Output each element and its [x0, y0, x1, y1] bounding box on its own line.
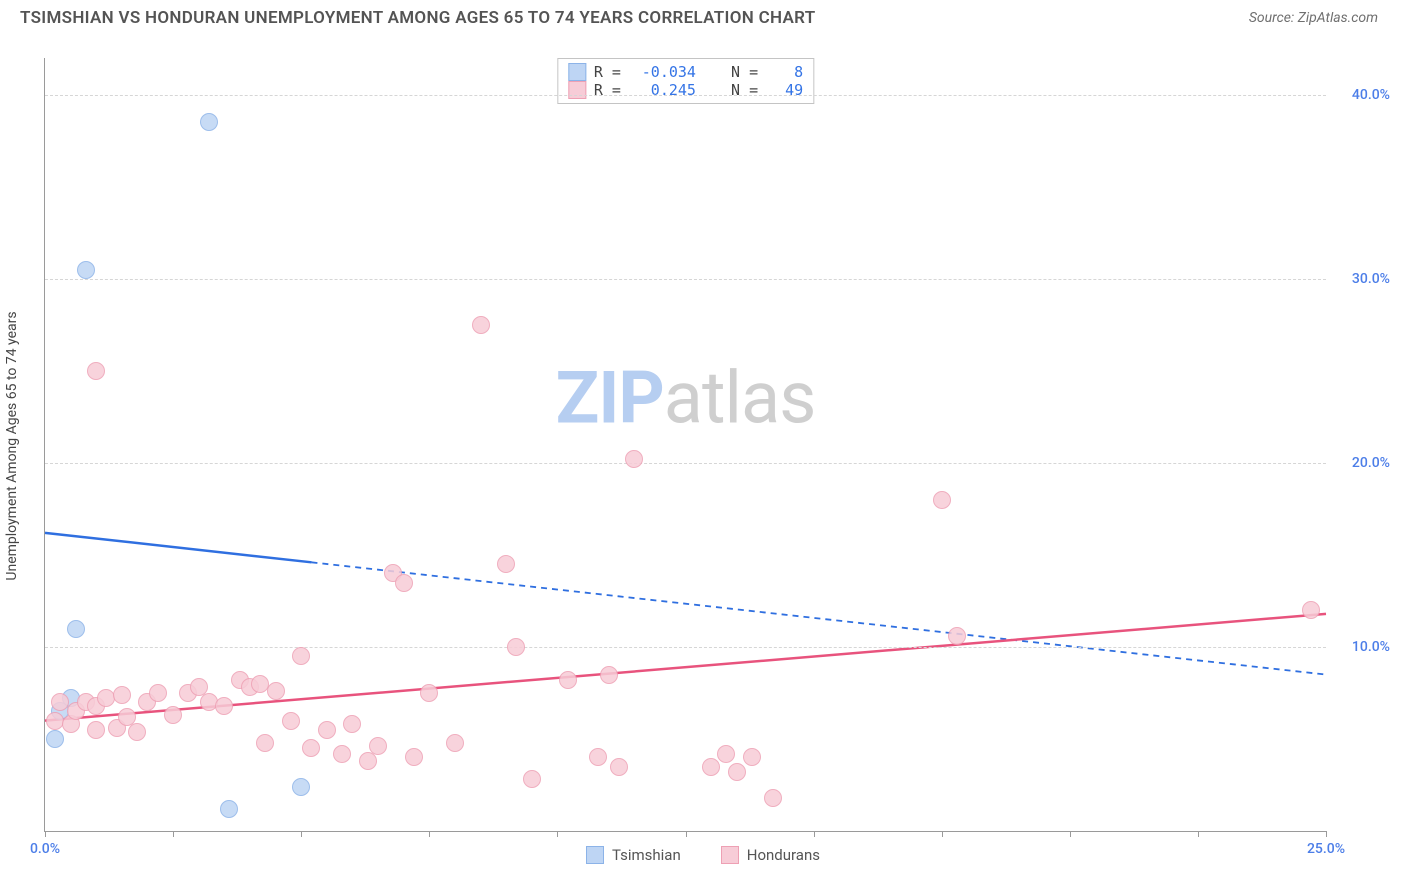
data-point — [497, 555, 515, 573]
legend-n-value: 8 — [775, 63, 803, 81]
data-point — [625, 450, 643, 468]
data-point — [523, 770, 541, 788]
stats-legend: R = -0.034 N = 8R = 0.245 N = 49 — [557, 58, 814, 104]
y-axis-label: Unemployment Among Ages 65 to 74 years — [4, 311, 20, 580]
data-point — [302, 739, 320, 757]
gridline — [45, 279, 1326, 280]
data-point — [743, 748, 761, 766]
data-point — [292, 647, 310, 665]
data-point — [333, 745, 351, 763]
data-point — [948, 627, 966, 645]
y-tick-label: 20.0% — [1352, 455, 1390, 471]
series-legend-item: Tsimshian — [586, 846, 681, 864]
data-point — [933, 491, 951, 509]
scatter-chart: ZIPatlas R = -0.034 N = 8R = 0.245 N = 4… — [44, 58, 1326, 832]
legend-swatch — [721, 846, 739, 864]
data-point — [256, 734, 274, 752]
data-point — [77, 261, 95, 279]
x-tick — [173, 831, 174, 837]
y-tick-label: 10.0% — [1352, 639, 1390, 655]
x-tick — [814, 831, 815, 837]
series-legend: Tsimshian Hondurans — [0, 846, 1406, 864]
series-legend-item: Hondurans — [721, 846, 820, 864]
x-tick — [1326, 831, 1327, 837]
stats-legend-row: R = 0.245 N = 49 — [568, 81, 803, 99]
legend-n-value: 49 — [775, 81, 803, 99]
series-legend-label: Tsimshian — [612, 846, 681, 864]
stats-legend-row: R = -0.034 N = 8 — [568, 63, 803, 81]
data-point — [46, 730, 64, 748]
data-point — [87, 721, 105, 739]
data-point — [600, 666, 618, 684]
x-tick — [301, 831, 302, 837]
data-point — [67, 620, 85, 638]
legend-n-label: N = — [704, 81, 767, 99]
y-tick-label: 30.0% — [1352, 271, 1390, 287]
source-attribution: Source: ZipAtlas.com — [1249, 10, 1378, 26]
data-point — [764, 789, 782, 807]
legend-swatch — [586, 846, 604, 864]
series-legend-label: Hondurans — [747, 846, 820, 864]
regression-lines — [45, 58, 1326, 831]
data-point — [128, 723, 146, 741]
gridline — [45, 463, 1326, 464]
x-tick — [45, 831, 46, 837]
x-tick — [686, 831, 687, 837]
data-point — [717, 745, 735, 763]
data-point — [702, 758, 720, 776]
data-point — [610, 758, 628, 776]
y-tick-label: 40.0% — [1352, 87, 1390, 103]
legend-r-label: R = — [594, 81, 630, 99]
data-point — [472, 316, 490, 334]
data-point — [267, 682, 285, 700]
data-point — [282, 712, 300, 730]
data-point — [200, 113, 218, 131]
data-point — [507, 638, 525, 656]
data-point — [343, 715, 361, 733]
x-tick — [1070, 831, 1071, 837]
data-point — [220, 800, 238, 818]
x-tick — [429, 831, 430, 837]
data-point — [369, 737, 387, 755]
x-tick — [557, 831, 558, 837]
data-point — [446, 734, 464, 752]
legend-swatch — [568, 81, 586, 99]
data-point — [589, 748, 607, 766]
data-point — [292, 778, 310, 796]
watermark: ZIPatlas — [556, 356, 816, 441]
chart-title: TSIMSHIAN VS HONDURAN UNEMPLOYMENT AMONG… — [20, 8, 815, 28]
data-point — [405, 748, 423, 766]
data-point — [318, 721, 336, 739]
gridline — [45, 647, 1326, 648]
legend-swatch — [568, 63, 586, 81]
data-point — [87, 362, 105, 380]
data-point — [395, 574, 413, 592]
gridline — [45, 95, 1326, 96]
data-point — [420, 684, 438, 702]
data-point — [164, 706, 182, 724]
legend-n-label: N = — [704, 63, 767, 81]
legend-r-value: 0.245 — [638, 81, 696, 99]
data-point — [215, 697, 233, 715]
data-point — [559, 671, 577, 689]
data-point — [149, 684, 167, 702]
x-tick — [942, 831, 943, 837]
legend-r-label: R = — [594, 63, 630, 81]
data-point — [728, 763, 746, 781]
data-point — [1302, 601, 1320, 619]
data-point — [113, 686, 131, 704]
x-tick — [1198, 831, 1199, 837]
legend-r-value: -0.034 — [638, 63, 696, 81]
